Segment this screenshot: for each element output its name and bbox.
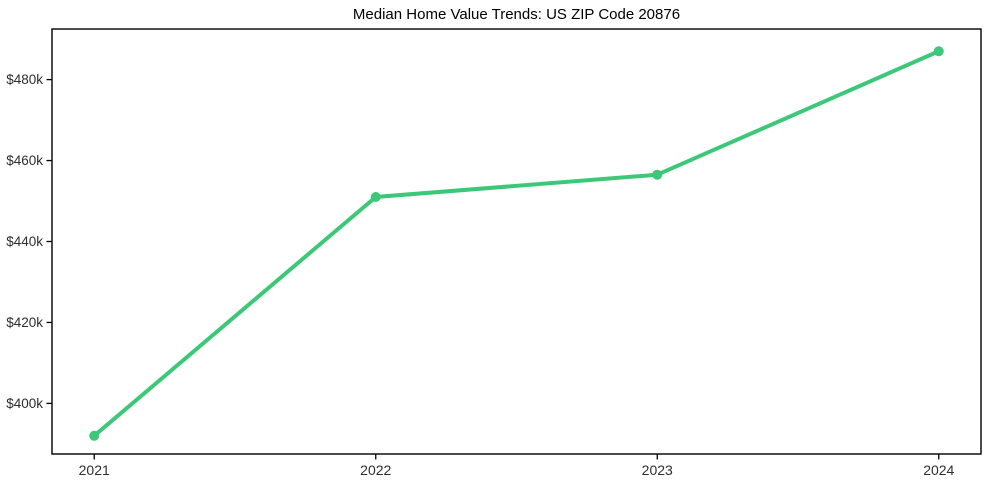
y-tick-label: $480k — [6, 72, 43, 87]
data-point-marker — [89, 430, 100, 441]
y-tick-label: $460k — [6, 153, 43, 168]
x-tick-label: 2023 — [642, 462, 673, 478]
y-tick-label: $400k — [6, 396, 43, 411]
data-point-marker — [370, 191, 381, 202]
data-point-marker — [652, 169, 663, 180]
y-tick-label: $420k — [6, 315, 43, 330]
plot-frame — [51, 28, 982, 455]
series-line — [92, 49, 941, 438]
data-point-marker — [933, 46, 944, 57]
chart-title: Median Home Value Trends: US ZIP Code 20… — [352, 6, 681, 23]
y-tick-label: $440k — [6, 234, 43, 249]
x-tick-label: 2021 — [79, 462, 110, 478]
x-tick-label: 2024 — [923, 462, 954, 478]
x-tick-label: 2022 — [360, 462, 391, 478]
